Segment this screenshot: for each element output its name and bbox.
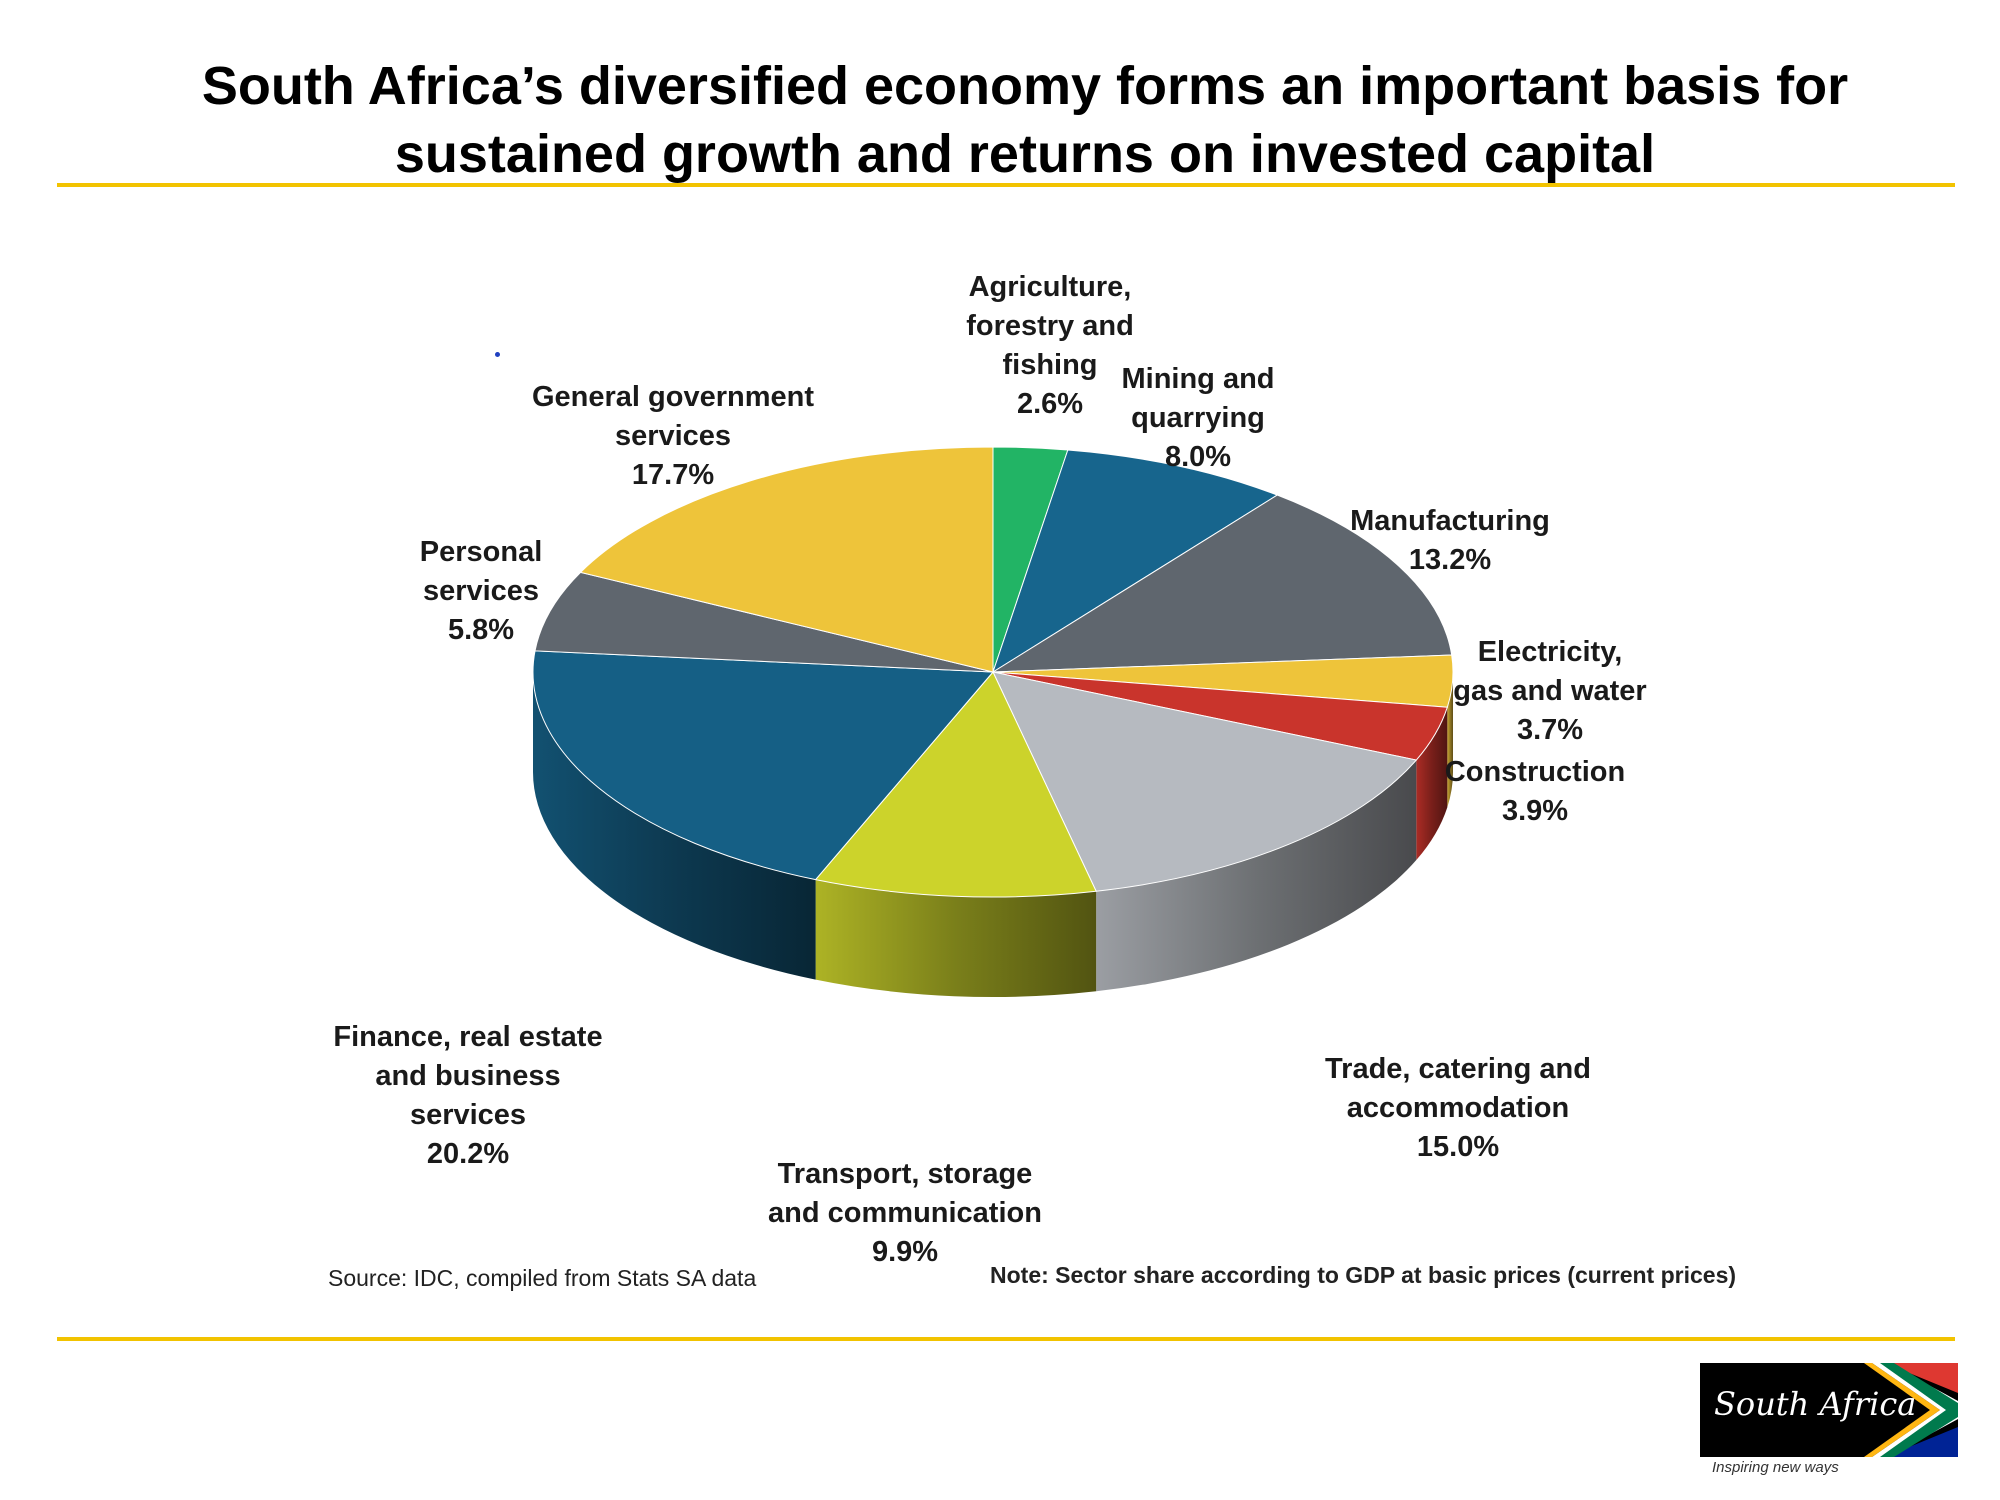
slice-label-line: fishing: [1002, 349, 1098, 381]
pie-slice-transport-storage-and-communication: [814, 671, 1097, 898]
slice-label-finance-real-estate-and-business-services: Finance, real estate and business services…: [333, 1018, 602, 1174]
pie-side-trade-catering-and-accommodation: [1096, 760, 1417, 992]
pie-slice-personal-services: [534, 571, 994, 673]
basis-note: Note: Sector share according to GDP at b…: [990, 1262, 1737, 1288]
slice-label-agriculture-forestry-and-fishing: Agriculture, forestry and fishing 2.6%: [966, 268, 1134, 424]
slice-value: 3.9%: [1501, 795, 1569, 827]
slice-value: 17.7%: [631, 459, 715, 491]
slice-label-line: services: [422, 575, 540, 607]
slice-label-line: gas and water: [1453, 675, 1647, 707]
pie-side-electricity-gas-and-water: [1447, 672, 1453, 808]
brand-logo: South Africa Inspiring new ways: [1700, 1363, 1958, 1485]
slice-value: 2.6%: [1016, 388, 1084, 420]
slice-label-line: forestry and: [966, 310, 1134, 342]
pie-slice-general-government-services: [579, 446, 994, 673]
slice-value: 15.0%: [1416, 1131, 1500, 1163]
slice-label-line: Mining and: [1121, 363, 1275, 395]
slice-label-line: services: [614, 420, 732, 452]
brand-name: South Africa: [1714, 1385, 1917, 1423]
slice-label-mining-and-quarrying: Mining and quarrying 8.0%: [1121, 360, 1274, 477]
pie-slice-manufacturing: [991, 494, 1453, 673]
flag-icon: [1700, 1363, 1958, 1457]
slice-label-line: Finance, real estate: [333, 1021, 603, 1053]
title-divider: [57, 183, 1955, 187]
pie-side-finance-real-estate-and-business-services: [533, 672, 816, 980]
slice-label-construction: Construction 3.9%: [1445, 753, 1625, 831]
slice-label-line: Agriculture,: [968, 271, 1132, 303]
stray-dot: [495, 352, 500, 357]
slice-label-line: Personal: [419, 536, 543, 568]
slice-label-line: Transport, storage: [777, 1158, 1033, 1190]
pie-slice-finance-real-estate-and-business-services: [532, 650, 995, 881]
slice-value: 13.2%: [1408, 544, 1492, 576]
slice-label-line: services: [409, 1099, 527, 1131]
slice-label-manufacturing: Manufacturing 13.2%: [1350, 502, 1550, 580]
slice-value: 5.8%: [447, 614, 515, 646]
slice-label-line: Manufacturing: [1350, 505, 1550, 537]
pie-side-transport-storage-and-communication: [815, 879, 1097, 998]
slice-value: 20.2%: [426, 1138, 510, 1170]
slice-label-line: quarrying: [1131, 402, 1265, 434]
slice-label-trade-catering-and-accommodation: Trade, catering and accommodation 15.0%: [1325, 1050, 1591, 1167]
slice-label-line: and communication: [768, 1197, 1042, 1229]
slice-label-transport-storage-and-communication: Transport, storage and communication 9.9%: [768, 1155, 1042, 1272]
pie-slice-trade-catering-and-accommodation: [992, 671, 1418, 892]
slice-label-line: Construction: [1444, 756, 1626, 788]
source-note: Source: IDC, compiled from Stats SA data: [328, 1265, 757, 1291]
slice-label-line: Trade, catering and: [1325, 1053, 1591, 1085]
slice-label-line: accommodation: [1346, 1092, 1570, 1124]
pie-side-construction: [1416, 707, 1448, 861]
brand-tagline: Inspiring new ways: [1712, 1459, 1839, 1476]
slice-label-personal-services: Personal services 5.8%: [420, 533, 543, 650]
pie-slices-layer: [532, 446, 1454, 898]
slice-value: 8.0%: [1164, 441, 1232, 473]
footer-divider: [57, 1337, 1955, 1341]
slice-label-line: Electricity,: [1477, 636, 1623, 668]
slice-value: 9.9%: [871, 1236, 939, 1268]
slice-value: 3.7%: [1516, 714, 1584, 746]
slice-label-electricity-gas-and-water: Electricity, gas and water 3.7%: [1453, 633, 1646, 750]
slice-label-line: and business: [375, 1060, 561, 1092]
pie-slice-mining-and-quarrying: [992, 449, 1279, 674]
slice-label-line: General government: [531, 381, 815, 413]
slide-title: South Africa’s diversified economy forms…: [201, 56, 1849, 184]
pie-depth-layer: [533, 672, 1453, 998]
slice-label-general-government-services: General government services 17.7%: [532, 378, 814, 495]
